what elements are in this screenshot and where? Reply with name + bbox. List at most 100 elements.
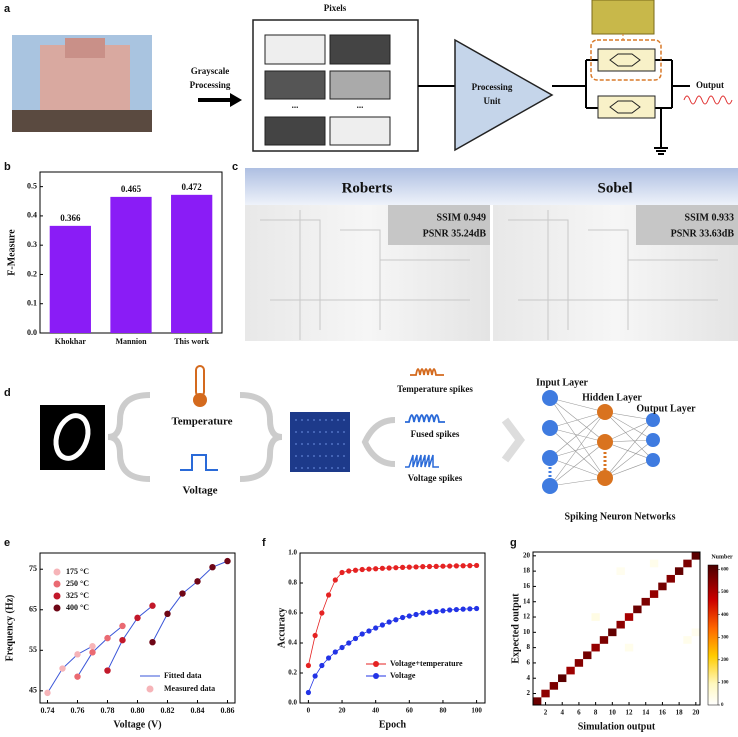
point [467, 563, 473, 569]
point [433, 608, 439, 615]
x-tick-label: Khokhar [55, 337, 87, 346]
y-tick-label: 0.3 [27, 240, 37, 249]
y-tick-label: 0.4 [288, 639, 297, 647]
heat-cell [533, 697, 542, 705]
point [406, 613, 412, 619]
legend-marker [53, 604, 61, 612]
x-tick-label: 0.74 [41, 706, 55, 715]
point [164, 610, 171, 618]
legend-label: Voltage [390, 671, 416, 680]
y-tick-label: 6 [527, 659, 531, 667]
point [447, 563, 453, 569]
legend-marker [373, 673, 379, 679]
panel-c: Roberts Sobel SSIM 0.949 PSNR 35.24dB SS… [245, 168, 738, 341]
y-tick-label: 0.8 [288, 579, 297, 587]
fused-spikes [405, 414, 445, 423]
point [179, 590, 186, 597]
legend-marker [53, 580, 61, 588]
point [352, 567, 359, 573]
point [339, 644, 345, 651]
x-tick-label: 40 [372, 707, 380, 715]
photo-ground [12, 110, 152, 132]
pixel [264, 34, 326, 65]
y-tick-label: 14 [523, 597, 531, 605]
point [460, 563, 466, 569]
y-tick-label: 16 [523, 582, 531, 590]
point [447, 607, 453, 613]
x-tick-label: Mannion [115, 337, 147, 346]
spike-label: Fused spikes [411, 429, 460, 439]
device [597, 95, 656, 119]
fit-line [152, 560, 228, 643]
x-tick-label: 20 [692, 709, 700, 717]
colorbar-title: Number [711, 554, 733, 560]
legend-label: 250 °C [66, 579, 89, 588]
point [312, 673, 318, 679]
digit [53, 413, 91, 461]
layer-label: Input Layer [536, 377, 589, 388]
heat-cell [624, 613, 634, 621]
y-tick-label: 20 [523, 551, 531, 559]
heat-cell [583, 651, 592, 660]
point [119, 636, 126, 644]
point [359, 566, 365, 573]
value-label: 0.465 [121, 184, 142, 194]
x-tick-label: 12 [626, 709, 634, 717]
x-tick-label: 0 [307, 707, 311, 715]
legend-marker [373, 661, 379, 667]
bracket [361, 417, 396, 467]
y-tick-label: 0.2 [27, 269, 37, 278]
heat-cell [558, 674, 567, 683]
panel-label: d [4, 387, 11, 399]
point [346, 640, 352, 646]
point [453, 563, 460, 569]
heat-cell [691, 628, 700, 637]
metric-box [388, 205, 490, 245]
heat-cell [624, 643, 634, 652]
point [194, 578, 201, 585]
point [149, 602, 156, 609]
y-tick-label: 12 [523, 613, 531, 621]
heat-cell [649, 559, 659, 568]
colorbar-label: 600 [721, 568, 729, 573]
heat-cell [541, 689, 550, 698]
point [209, 563, 216, 571]
y-tick-label: 0.0 [27, 328, 37, 337]
point [346, 568, 352, 574]
panel-label: g [510, 537, 517, 549]
x-tick-label: 0.82 [161, 706, 175, 715]
y-tick-label: 2 [527, 689, 531, 697]
point [332, 577, 338, 583]
point [386, 619, 392, 625]
psnr: PSNR 35.24dB [423, 228, 487, 239]
point [440, 563, 446, 569]
y-tick-label: 0.4 [27, 211, 37, 220]
point [366, 628, 372, 634]
point [59, 665, 66, 672]
unit-label: Unit [483, 96, 500, 106]
neuron [597, 404, 613, 420]
point [420, 564, 426, 570]
heat-cell [649, 590, 659, 598]
heat-cell [683, 636, 692, 644]
x-tick-label: 2 [544, 709, 548, 717]
point [393, 565, 399, 571]
y-tick-label: 55 [29, 645, 37, 654]
legend-label: Fitted data [164, 671, 202, 680]
point [149, 638, 156, 646]
voltage-pulse [180, 454, 218, 471]
heat-cell [674, 567, 684, 575]
method-name: Roberts [342, 180, 393, 196]
fit-line [77, 625, 123, 677]
x-tick-label: 4 [560, 709, 564, 717]
network-title: Spiking Neuron Networks [565, 511, 676, 522]
neuron [542, 450, 558, 466]
heat-cell [549, 682, 559, 690]
x-tick-label: This work [174, 337, 209, 346]
y-tick-label: 18 [523, 567, 531, 575]
neuron [646, 433, 660, 447]
device-symbol [609, 100, 641, 114]
chip-photo [591, 0, 655, 35]
point [366, 566, 372, 572]
fit-line [47, 645, 93, 694]
